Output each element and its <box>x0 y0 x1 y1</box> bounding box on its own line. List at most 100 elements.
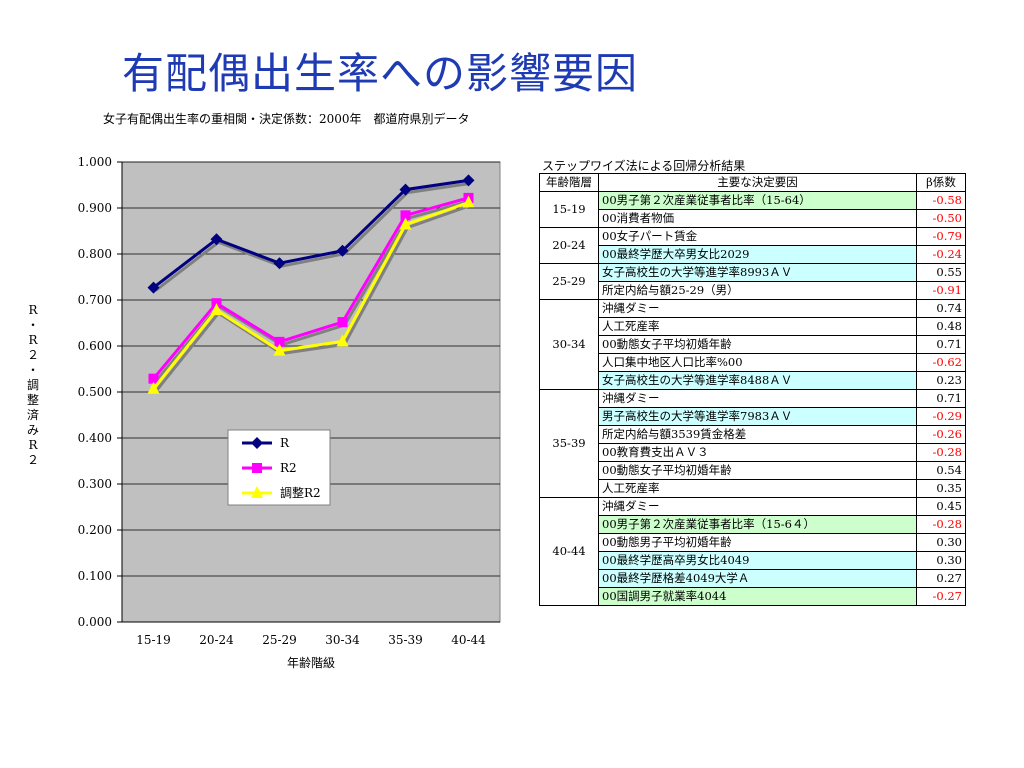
table-row: 00最終学歴格差4049大学Ａ 0.27 <box>540 569 966 588</box>
table-row: 00動態男子平均初婚年齢 0.30 <box>540 533 966 552</box>
table-row: 00動態女子平均初婚年齢 0.71 <box>540 335 966 354</box>
y-tick-label: 0.000 <box>78 615 112 629</box>
factor-cell: 00女子パート賃金 <box>598 227 917 246</box>
y-tick-label: 0.900 <box>78 201 112 215</box>
data-point <box>400 210 411 221</box>
age-class-cell: 40-44 <box>539 497 599 606</box>
factor-cell: 00動態男子平均初婚年齢 <box>598 533 917 552</box>
factor-cell: 沖縄ダミー <box>598 497 917 516</box>
data-point <box>147 381 160 394</box>
header-factor: 主要な決定要因 <box>598 173 917 192</box>
beta-cell: 0.55 <box>916 263 966 282</box>
table-row: 00男子第２次産業従事者比率（15-6４） -0.28 <box>540 515 966 534</box>
x-tick-label: 40-44 <box>451 633 486 647</box>
beta-cell: -0.50 <box>916 209 966 228</box>
factor-cell: 女子高校生の大学等進学率8488ＡＶ <box>598 371 917 390</box>
table-row: 人口集中地区人口比率%00 -0.62 <box>540 353 966 372</box>
data-point <box>462 174 475 187</box>
legend-marker <box>251 437 263 449</box>
table-row: 00最終学歴高卒男女比4049 0.30 <box>540 551 966 570</box>
beta-cell: -0.26 <box>916 425 966 444</box>
legend: R R2 調整R2 <box>227 429 331 506</box>
data-point <box>462 195 475 208</box>
x-tick-label: 25-29 <box>262 633 297 647</box>
age-class-cell: 35-39 <box>539 389 599 498</box>
legend-marker <box>252 463 262 473</box>
beta-cell: 0.74 <box>916 299 966 318</box>
x-axis-label: 年齢階級 <box>287 655 335 670</box>
table-row: 40-44 沖縄ダミー 0.45 <box>539 497 966 606</box>
factor-cell: 女子高校生の大学等進学率8993ＡＶ <box>598 263 917 282</box>
factor-cell: 00男子第２次産業従事者比率（15-6４） <box>598 515 917 534</box>
beta-cell: -0.79 <box>916 227 966 246</box>
factor-cell: 人口集中地区人口比率%00 <box>598 353 917 372</box>
data-point <box>147 281 160 294</box>
factor-cell: 00消費者物価 <box>598 209 917 228</box>
beta-cell: -0.24 <box>916 245 966 264</box>
data-point <box>273 343 286 356</box>
chart-subtitle: 女子有配偶出生率の重相関・決定係数：2000年 都道府県別データ <box>103 112 470 126</box>
data-point <box>210 233 223 246</box>
beta-cell: 0.35 <box>916 479 966 498</box>
beta-cell: -0.29 <box>916 407 966 426</box>
series-1 <box>147 174 475 294</box>
factor-cell: 人工死産率 <box>598 479 917 498</box>
beta-cell: 0.27 <box>916 569 966 588</box>
factor-cell: 男子高校生の大学等進学率7983ＡＶ <box>598 407 917 426</box>
x-tick-label: 20-24 <box>199 633 234 647</box>
y-tick-label: 0.300 <box>78 477 112 491</box>
series-line <box>152 196 469 380</box>
table-row: 20-24 00女子パート賃金 -0.79 <box>539 227 966 264</box>
factor-cell: 所定内給与額3539賃金格差 <box>598 425 917 444</box>
legend-label: R2 <box>280 461 297 475</box>
series-3 <box>147 195 475 394</box>
table-row: 00消費者物価 -0.50 <box>540 209 966 228</box>
table-row: 男子高校生の大学等進学率7983ＡＶ -0.29 <box>540 407 966 426</box>
y-tick-label: 0.800 <box>78 247 112 261</box>
beta-cell: -0.28 <box>916 443 966 462</box>
beta-cell: 0.30 <box>916 533 966 552</box>
header-age-class: 年齢階層 <box>539 173 599 192</box>
y-tick-label: 0.400 <box>78 431 112 445</box>
factor-cell: 00動態女子平均初婚年齢 <box>598 335 917 354</box>
beta-cell: -0.62 <box>916 353 966 372</box>
data-point <box>336 334 349 347</box>
beta-cell: 0.71 <box>916 335 966 354</box>
series-line <box>152 178 469 289</box>
data-point <box>336 244 349 257</box>
table-caption: ステップワイズ法による回帰分析結果 <box>542 159 746 173</box>
factor-cell: 沖縄ダミー <box>598 299 917 318</box>
y-tick-label: 0.100 <box>78 569 112 583</box>
factor-cell: 00動態女子平均初婚年齢 <box>598 461 917 480</box>
factor-cell: 00教育費支出ＡＶ３ <box>598 443 917 462</box>
beta-cell: -0.58 <box>916 191 966 210</box>
beta-cell: 0.23 <box>916 371 966 390</box>
data-point <box>399 183 412 196</box>
table-row: 35-39 沖縄ダミー 0.71 <box>539 389 966 498</box>
legend-label: R <box>280 436 290 450</box>
beta-cell: -0.27 <box>916 587 966 606</box>
series-line-shadow <box>154 204 471 393</box>
table-row: 00教育費支出ＡＶ３ -0.28 <box>540 443 966 462</box>
x-tick-label: 30-34 <box>325 633 360 647</box>
data-point <box>148 373 159 384</box>
beta-cell: 0.45 <box>916 497 966 516</box>
beta-cell: 0.54 <box>916 461 966 480</box>
beta-cell: -0.28 <box>916 515 966 534</box>
series-line-shadow <box>154 181 471 292</box>
factor-cell: 00国調男子就業率4044 <box>598 587 917 606</box>
table-row: 00最終学歴大卒男女比2029 -0.24 <box>540 245 966 264</box>
page-title: 有配偶出生率への影響要因 <box>122 49 639 98</box>
x-tick-label: 15-19 <box>136 633 171 647</box>
beta-cell: -0.91 <box>916 281 966 300</box>
regression-table: 年齢階層 主要な決定要因 β係数 15-19 00男子第２次産業従事者比率（15-… <box>539 173 966 606</box>
header-beta: β係数 <box>916 173 966 192</box>
data-point <box>210 303 223 316</box>
beta-cell: 0.48 <box>916 317 966 336</box>
data-point <box>274 336 285 347</box>
data-point <box>399 217 412 230</box>
y-axis-label: R ・ R ２ ・調整済み R ２ <box>26 303 39 467</box>
data-point <box>273 257 286 270</box>
legend-marker <box>251 486 263 498</box>
